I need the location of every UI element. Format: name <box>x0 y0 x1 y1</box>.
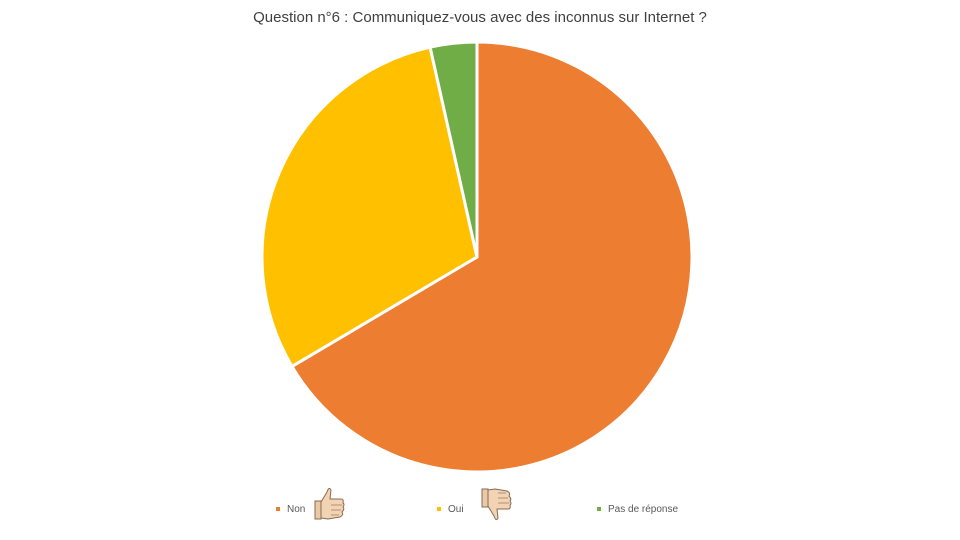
legend-swatch-pas-de-reponse <box>597 507 601 511</box>
legend-label-oui: Oui <box>448 503 464 515</box>
legend-item-oui: Oui <box>437 503 464 515</box>
legend-swatch-oui <box>437 507 441 511</box>
legend-item-non: Non <box>276 503 305 515</box>
pie-slice-pas-de-r-ponse <box>428 40 479 259</box>
thumbs-down-icon <box>481 488 512 521</box>
legend-item-pas-de-reponse: Pas de réponse <box>597 503 678 515</box>
legend-label-non: Non <box>287 503 306 515</box>
pie-slice-non <box>290 40 694 474</box>
legend-swatch-non <box>276 507 280 511</box>
chart-title: Question n°6 : Communiquez-vous avec des… <box>253 9 707 26</box>
pie-slice-oui <box>260 45 479 368</box>
legend-label-pas-de-reponse: Pas de réponse <box>608 503 679 515</box>
thumbs-up-icon <box>314 487 345 520</box>
